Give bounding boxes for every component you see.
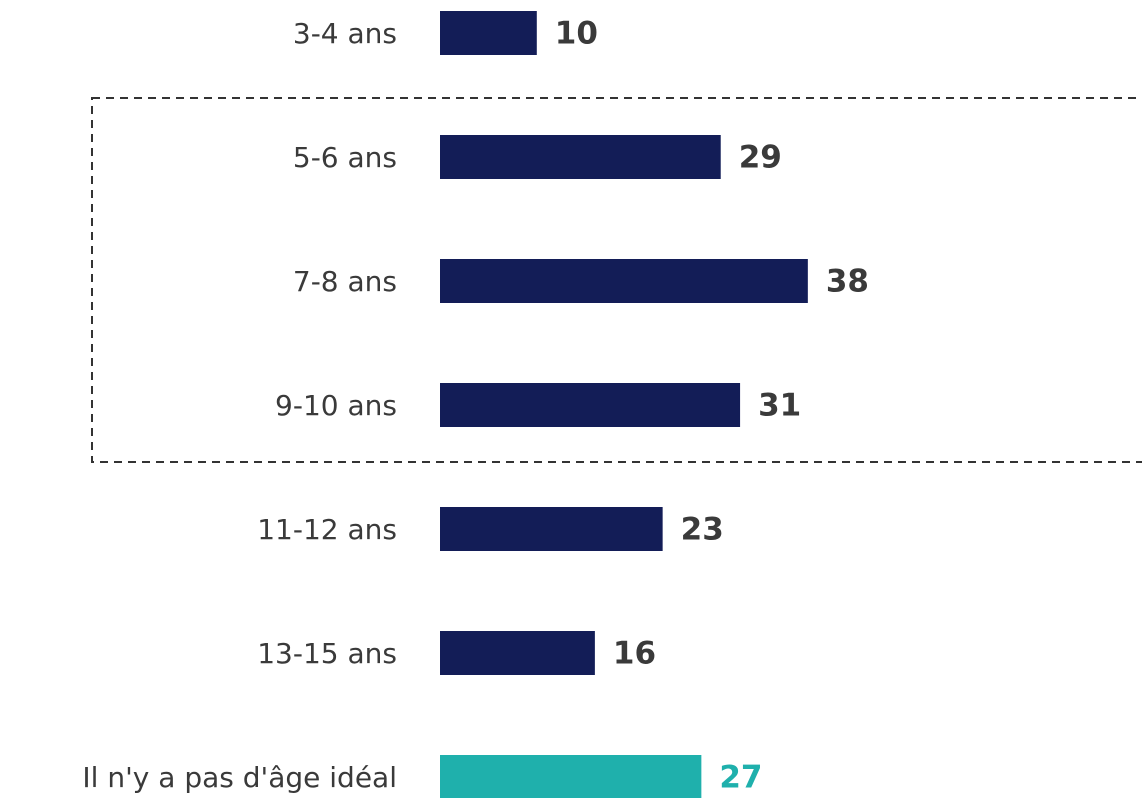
bar (440, 259, 808, 303)
category-label: 11-12 ans (257, 513, 397, 546)
value-label: 27 (719, 760, 762, 796)
category-label: 5-6 ans (293, 141, 397, 174)
value-label: 38 (826, 264, 869, 300)
bar (440, 507, 663, 551)
value-label: 23 (681, 512, 724, 548)
bar (440, 11, 537, 55)
category-label: 13-15 ans (257, 637, 397, 670)
value-label: 31 (758, 388, 801, 424)
value-label: 16 (613, 636, 656, 672)
bar (440, 755, 702, 798)
bar (440, 631, 595, 675)
value-label: 29 (739, 140, 782, 176)
bar (440, 383, 741, 427)
highlight-box (91, 97, 1142, 463)
value-label: 10 (555, 16, 598, 52)
category-label: 7-8 ans (293, 265, 397, 298)
category-label: 9-10 ans (275, 389, 397, 422)
category-label: Il n'y a pas d'âge idéal (82, 761, 397, 794)
bar (440, 135, 721, 179)
category-label: 3-4 ans (293, 17, 397, 50)
